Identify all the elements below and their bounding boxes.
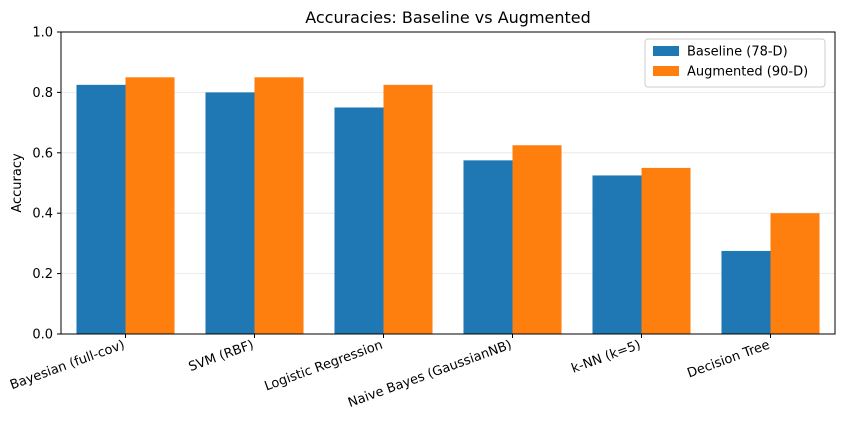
legend-swatch-baseline (653, 46, 679, 56)
bar-augmented (254, 77, 304, 335)
y-tick-label: 0.2 (32, 267, 53, 282)
chart-title: Accuracies: Baseline vs Augmented (305, 8, 591, 27)
y-tick-label: 1.0 (32, 26, 53, 41)
bar-baseline (76, 84, 126, 334)
grid-lines (61, 92, 835, 275)
x-tick-label: Bayesian (full-cov) (8, 338, 127, 393)
y-tick-label: 0.8 (32, 86, 53, 101)
y-tick-label: 0.6 (32, 146, 53, 161)
bar-baseline (205, 92, 255, 335)
x-tick-label: Logistic Regression (263, 338, 385, 395)
x-tick-label: k-NN (k=5) (569, 338, 642, 377)
bars (76, 77, 820, 335)
legend: Baseline (78-D) Augmented (90-D) (644, 38, 826, 88)
legend-box (644, 38, 826, 88)
y-tick-label: 0.4 (32, 207, 53, 222)
bar-augmented (125, 77, 175, 335)
bar-augmented (770, 213, 820, 334)
bar-baseline (721, 250, 771, 334)
bar-augmented (383, 84, 433, 334)
x-tick-label: Decision Tree (685, 338, 771, 382)
legend-swatch-augmented (653, 66, 679, 76)
legend-label-baseline: Baseline (78-D) (687, 45, 788, 60)
bar-baseline (463, 160, 513, 334)
bar-baseline (592, 175, 642, 334)
legend-label-augmented: Augmented (90-D) (687, 65, 808, 80)
bar-augmented (512, 145, 562, 334)
x-tick-label: SVM (RBF) (187, 338, 256, 375)
bar-baseline (334, 107, 384, 334)
y-tick-label: 0.0 (32, 328, 53, 343)
bar-augmented (641, 167, 691, 334)
plot-area-frame (60, 31, 836, 335)
y-axis-label: Accuracy (10, 153, 25, 213)
